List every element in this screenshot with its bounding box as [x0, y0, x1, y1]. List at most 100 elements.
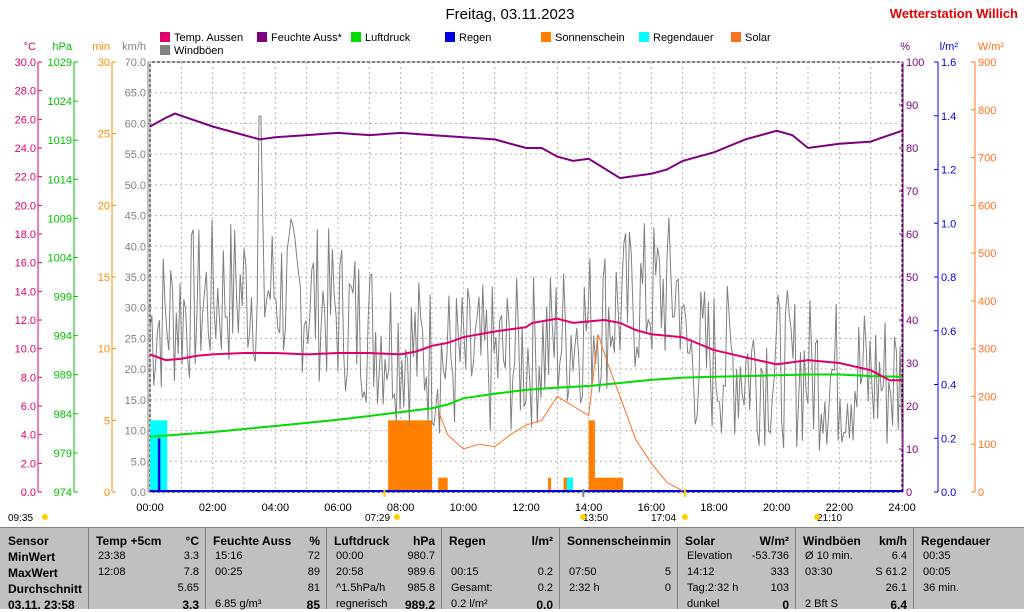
- stats-cell-value: 6.4: [890, 598, 907, 612]
- stats-cell-value: 333: [770, 566, 789, 578]
- humidity-axis-tick-label: 50: [906, 272, 918, 284]
- minutes-axis-tick-label: 25: [98, 129, 110, 141]
- wind-axis-tick-label: 10.0: [125, 426, 146, 438]
- wind-axis-tick-label: 70.0: [125, 57, 146, 69]
- temp-axis-tick-label: 18.0: [15, 229, 36, 241]
- legend-swatch: [351, 32, 361, 42]
- gust-line: [149, 115, 903, 451]
- stats-header: Luftdruck: [334, 534, 390, 548]
- wind-axis-tick-label: 50.0: [125, 180, 146, 192]
- temp-axis-tick-label: 12.0: [15, 315, 36, 327]
- stats-cell-label: 2 Bft S: [805, 598, 839, 610]
- stats-cell-label: 0.2 l/m²: [451, 598, 488, 610]
- solar-axis-unit: W/m²: [978, 41, 1005, 53]
- temp-axis-tick-label: 28.0: [15, 86, 36, 98]
- stats-col-rain: Regen l/m² 00:15 0.2 Gesamt: 0.2 0.2 l/m² 0.0: [441, 528, 560, 612]
- rain-axis-tick-label: 1.4: [941, 111, 956, 123]
- sun-moonrise-label: 21:10: [817, 513, 842, 524]
- rain-axis-tick-label: 0.6: [941, 326, 956, 338]
- rainduration-bar: [566, 477, 573, 492]
- temp-axis-tick-label: 20.0: [15, 200, 36, 212]
- legend-item: Regen: [445, 32, 491, 44]
- humidity-axis-tick-label: 20: [906, 401, 918, 413]
- sun-moonset-label: 09:35: [8, 513, 33, 524]
- rain-axis-tick-label: 1.6: [941, 57, 956, 69]
- stats-col-temp: Temp +5cm °C 23:38 3.3 12:08 7.8 5.65 3.3: [88, 528, 206, 612]
- sunshine-bar: [588, 420, 595, 492]
- legend-swatch: [160, 45, 170, 55]
- legend-swatch: [639, 32, 649, 42]
- solar-axis-tick-label: 100: [978, 439, 996, 451]
- rain-bar: [157, 438, 161, 492]
- humidity-axis-unit: %: [900, 41, 910, 53]
- legend-swatch: [257, 32, 267, 42]
- x-tick-label: 04:00: [262, 502, 290, 514]
- chart-title: Freitag, 03.11.2023: [445, 6, 575, 23]
- wind-axis-unit: km/h: [122, 41, 146, 53]
- stats-header: Temp +5cm: [96, 534, 162, 548]
- legend-swatch: [445, 32, 455, 42]
- wind-axis-tick-label: 65.0: [125, 88, 146, 100]
- station-name: Wetterstation Willich: [889, 6, 1018, 21]
- stats-col-rd: Regendauer 00:35 00:05 36 min.: [913, 528, 1024, 609]
- sunshine-bar: [594, 477, 624, 492]
- stats-col-labels: Sensor MinWert MaxWert Durchschnitt 03.1…: [0, 528, 89, 612]
- x-tick-label: 02:00: [199, 502, 227, 514]
- rain-axis-tick-label: 0.4: [941, 380, 956, 392]
- stats-header: Sonnenschein: [567, 534, 650, 548]
- temp-axis-tick-label: 26.0: [15, 114, 36, 126]
- solar-axis-tick-label: 400: [978, 296, 996, 308]
- stats-cell-label: Ø 10 min.: [805, 550, 853, 562]
- x-tick-label: 00:00: [136, 502, 164, 514]
- stats-cell-label: 00:05: [923, 566, 951, 578]
- stats-cell-value: 989.6: [407, 566, 435, 578]
- stats-cell-label: 2:32 h: [569, 582, 600, 594]
- stats-col-wind: Windböen km/h Ø 10 min. 6.4 03:30 S 61.2 26.1 2…: [795, 528, 914, 612]
- stats-cell-label: ^1.5hPa/h: [336, 582, 386, 594]
- rain-axis-tick-label: 0.2: [941, 433, 956, 445]
- legend-label: Regendauer: [653, 32, 714, 44]
- stats-header-unit: hPa: [412, 534, 435, 548]
- wind-axis-tick-label: 15.0: [125, 395, 146, 407]
- minutes-axis-tick-label: 15: [98, 272, 110, 284]
- pressure-axis-tick-label: 984: [54, 409, 72, 421]
- pressure-axis-tick-label: 1014: [48, 174, 72, 186]
- rain-axis-tick-label: 1.2: [941, 165, 956, 177]
- stats-cell-value: 0: [664, 582, 671, 594]
- stats-header-unit: °C: [185, 534, 199, 548]
- legend-label: Windböen: [174, 45, 224, 57]
- stats-cell-label: dunkel: [687, 598, 720, 610]
- temp-axis-tick-label: 30.0: [15, 57, 36, 69]
- stats-cell-label: regnerisch: [336, 598, 388, 610]
- solar-axis-tick-label: 300: [978, 344, 996, 356]
- stats-cell-label: 15:16: [215, 550, 243, 562]
- stats-cell-value: 0.2: [537, 566, 553, 578]
- legend-item: Temp. Aussen: [160, 32, 243, 44]
- pressure-axis-tick-label: 974: [54, 487, 72, 499]
- stats-header: Windböen: [803, 534, 861, 548]
- x-tick-label: 20:00: [763, 502, 791, 514]
- pressure-axis-tick-label: 1019: [48, 135, 72, 147]
- stats-cell-label: 03:30: [805, 566, 833, 578]
- stats-cell-label: 20:58: [336, 566, 364, 578]
- weather-chart: 30.0 28.0 26.0 24.0 22.0 20.0 18.0 16.0 14.0 12.0…: [8, 41, 1005, 524]
- sunshine-bar: [388, 420, 432, 492]
- stats-cell-value: 0: [782, 598, 789, 612]
- temp-axis-tick-label: 2.0: [21, 458, 36, 470]
- x-tick-label: 16:00: [638, 502, 666, 514]
- stats-cell-label: Elevation: [687, 550, 733, 562]
- stats-cell-value: -53.736: [751, 550, 789, 562]
- sun-set-icon: [682, 514, 688, 520]
- temp-axis-tick-label: 8.0: [21, 372, 36, 384]
- temperature-line: [149, 317, 902, 382]
- pressure-line: [149, 373, 903, 438]
- rain-axis-tick-label: 0.0: [941, 487, 956, 499]
- stats-header-unit: km/h: [878, 534, 907, 548]
- legend-label: Regen: [459, 32, 492, 44]
- sun-noon-label: 13:50: [583, 513, 608, 524]
- row-label-min: MinWert: [8, 550, 56, 564]
- stats-cell-label: 12:08: [98, 566, 126, 578]
- row-label-current: 03.11. 23:58: [8, 598, 75, 612]
- minutes-axis-tick-label: 30: [98, 57, 110, 69]
- pressure-axis-tick-label: 1024: [48, 96, 72, 108]
